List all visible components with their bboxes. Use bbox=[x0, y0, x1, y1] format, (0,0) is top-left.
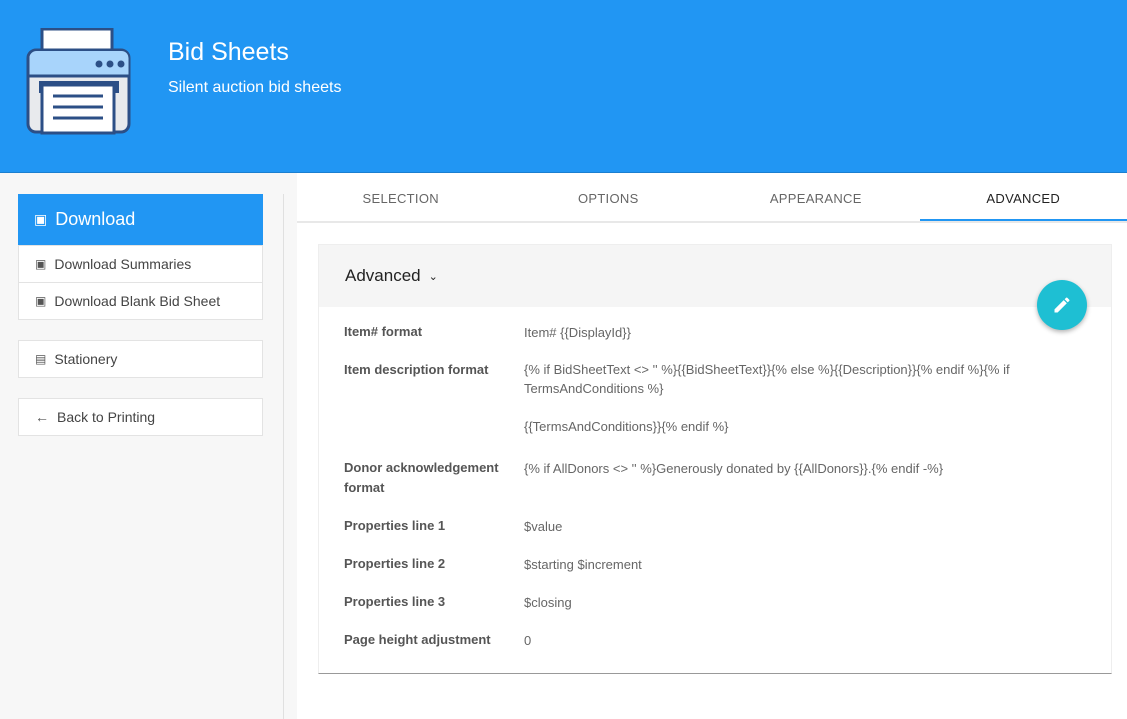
pencil-icon bbox=[1054, 297, 1070, 313]
field-label: Donor acknowledgement format bbox=[344, 460, 499, 495]
chevron-down-icon: ⌄ bbox=[428, 270, 438, 283]
item-label: Back to Printing bbox=[57, 409, 156, 425]
page-title: Bid Sheets bbox=[168, 38, 289, 66]
arrow-left-icon: ← bbox=[35, 409, 49, 425]
field-label: Page height adjustment bbox=[344, 632, 491, 647]
field-label: Properties line 2 bbox=[344, 556, 446, 571]
field-value: Item# {{DisplayId}} bbox=[524, 325, 631, 340]
download-label: Download bbox=[55, 209, 136, 229]
tab-bar: SELECTION OPTIONS APPEARANCE ADVANCED bbox=[297, 174, 1127, 223]
field-value: 0 bbox=[524, 633, 532, 648]
app-header: Bid Sheets Silent auction bid sheets bbox=[0, 0, 1127, 173]
divider bbox=[283, 194, 284, 719]
pdf-icon: ▣ bbox=[34, 211, 48, 227]
field-label: Item# format bbox=[344, 324, 423, 339]
printer-icon bbox=[26, 28, 131, 135]
field-label: Properties line 1 bbox=[344, 518, 446, 533]
card-title: Advanced bbox=[345, 266, 421, 285]
download-blank-bid-sheet-button[interactable]: ▣ Download Blank Bid Sheet bbox=[18, 282, 263, 320]
field-value: $closing bbox=[524, 595, 572, 610]
pdf-icon: ▣ bbox=[35, 294, 47, 308]
item-label: Stationery bbox=[54, 351, 118, 367]
tab-selection[interactable]: SELECTION bbox=[362, 191, 439, 206]
card-header[interactable]: Advanced ⌄ bbox=[319, 245, 1111, 307]
field-value: $starting $increment bbox=[524, 557, 642, 572]
item-label: Download Blank Bid Sheet bbox=[54, 293, 221, 309]
tab-advanced[interactable]: ADVANCED bbox=[919, 174, 1127, 221]
download-button[interactable]: ▣ Download bbox=[18, 194, 263, 245]
download-summaries-button[interactable]: ▣ Download Summaries bbox=[18, 245, 263, 283]
stationery-button[interactable]: ▤ Stationery bbox=[18, 340, 263, 378]
pdf-icon: ▣ bbox=[35, 257, 47, 271]
back-to-printing-button[interactable]: ← Back to Printing bbox=[18, 398, 263, 436]
edit-button[interactable] bbox=[1037, 280, 1087, 330]
field-value: $value bbox=[524, 519, 563, 534]
advanced-card: Advanced ⌄ bbox=[318, 244, 1112, 674]
field-value: {% if AllDonors <> '' %}Generously donat… bbox=[524, 461, 944, 476]
field-label: Properties line 3 bbox=[344, 594, 446, 609]
tab-options[interactable]: OPTIONS bbox=[577, 191, 639, 206]
item-label: Download Summaries bbox=[54, 256, 192, 272]
field-value: {% if BidSheetText <> '' %}{{BidSheetTex… bbox=[524, 362, 1010, 434]
stationery-icon: ▤ bbox=[35, 352, 47, 366]
field-label: Item description format bbox=[344, 362, 489, 377]
tab-appearance[interactable]: APPEARANCE bbox=[769, 191, 862, 206]
page-subtitle: Silent auction bid sheets bbox=[168, 79, 342, 96]
